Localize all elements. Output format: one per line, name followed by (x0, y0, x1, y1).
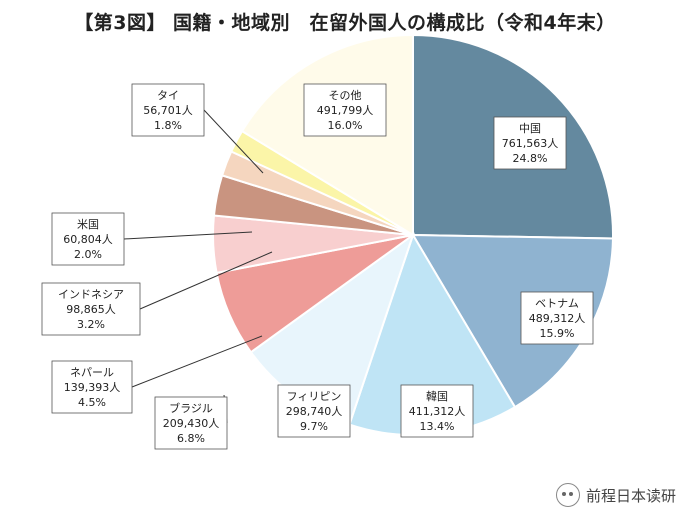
slice-label-count: 60,804人 (63, 233, 113, 246)
slice-label-percent: 13.4% (420, 420, 455, 433)
pie-slices (212, 33, 614, 436)
slice-label-percent: 4.5% (78, 396, 106, 409)
slice-label-name: ブラジル (169, 401, 213, 415)
slice-label-box (520, 291, 594, 345)
leader-line (131, 335, 263, 388)
slice-label-box (131, 83, 205, 137)
watermark: 前程日本读研 (555, 483, 676, 507)
slice-label-name: その他 (329, 89, 362, 102)
wechat-icon (555, 483, 580, 507)
slice-label-box (154, 396, 228, 450)
slice-label-count: 56,701人 (143, 104, 193, 117)
slice-label-name: 中国 (519, 122, 541, 135)
slice-label-box (41, 282, 141, 336)
slice-label-name: 米国 (77, 218, 99, 231)
slice-label-percent: 16.0% (328, 119, 363, 132)
leader-line (203, 109, 264, 174)
slice-label-percent: 15.9% (540, 327, 575, 340)
slice-label-box (303, 83, 387, 137)
slice-label-box (400, 384, 474, 438)
slice-label-name: タイ (157, 89, 179, 102)
slice-label-box (493, 116, 567, 170)
slice-label-percent: 1.8% (154, 119, 182, 132)
slice-label-box (51, 212, 125, 266)
slice-labels: 中国 761,563人 24.8% ベトナム 489,312人 15.9% 韓国 411,31… (41, 83, 594, 450)
slice-label-count: 298,740人 (286, 405, 343, 418)
slice-label-name: インドネシア (58, 288, 124, 301)
slice-label-percent: 6.8% (177, 432, 205, 445)
slice-label-count: 491,799人 (317, 104, 374, 117)
slice-label-percent: 24.8% (513, 152, 548, 165)
leader-lines (123, 109, 273, 424)
leader-line (123, 231, 253, 240)
slice-label-percent: 2.0% (74, 248, 102, 261)
slice-label-box (277, 384, 351, 438)
slice-label-percent: 3.2% (77, 318, 105, 331)
slice-label-name: ネパール (70, 366, 114, 379)
slice-label-percent: 9.7% (300, 420, 328, 433)
slice-label-name: フィリピン (287, 390, 342, 403)
slice-label-box (51, 360, 133, 414)
slice-label-count: 139,393人 (64, 381, 121, 394)
watermark-text: 前程日本读研 (585, 486, 676, 505)
slice-label-count: 209,430人 (163, 417, 220, 430)
leader-line (139, 251, 273, 310)
chart-title: 【第3図】 国籍・地域別 在留外国人の構成比（令和4年末） (74, 12, 616, 34)
slice-label-name: ベトナム (535, 297, 579, 310)
slice-label-count: 761,563人 (502, 137, 559, 150)
slice-label-count: 489,312人 (529, 312, 586, 325)
slice-label-count: 98,865人 (66, 303, 116, 316)
slice-label-count: 411,312人 (409, 405, 466, 418)
slice-label-name: 韓国 (426, 390, 448, 403)
